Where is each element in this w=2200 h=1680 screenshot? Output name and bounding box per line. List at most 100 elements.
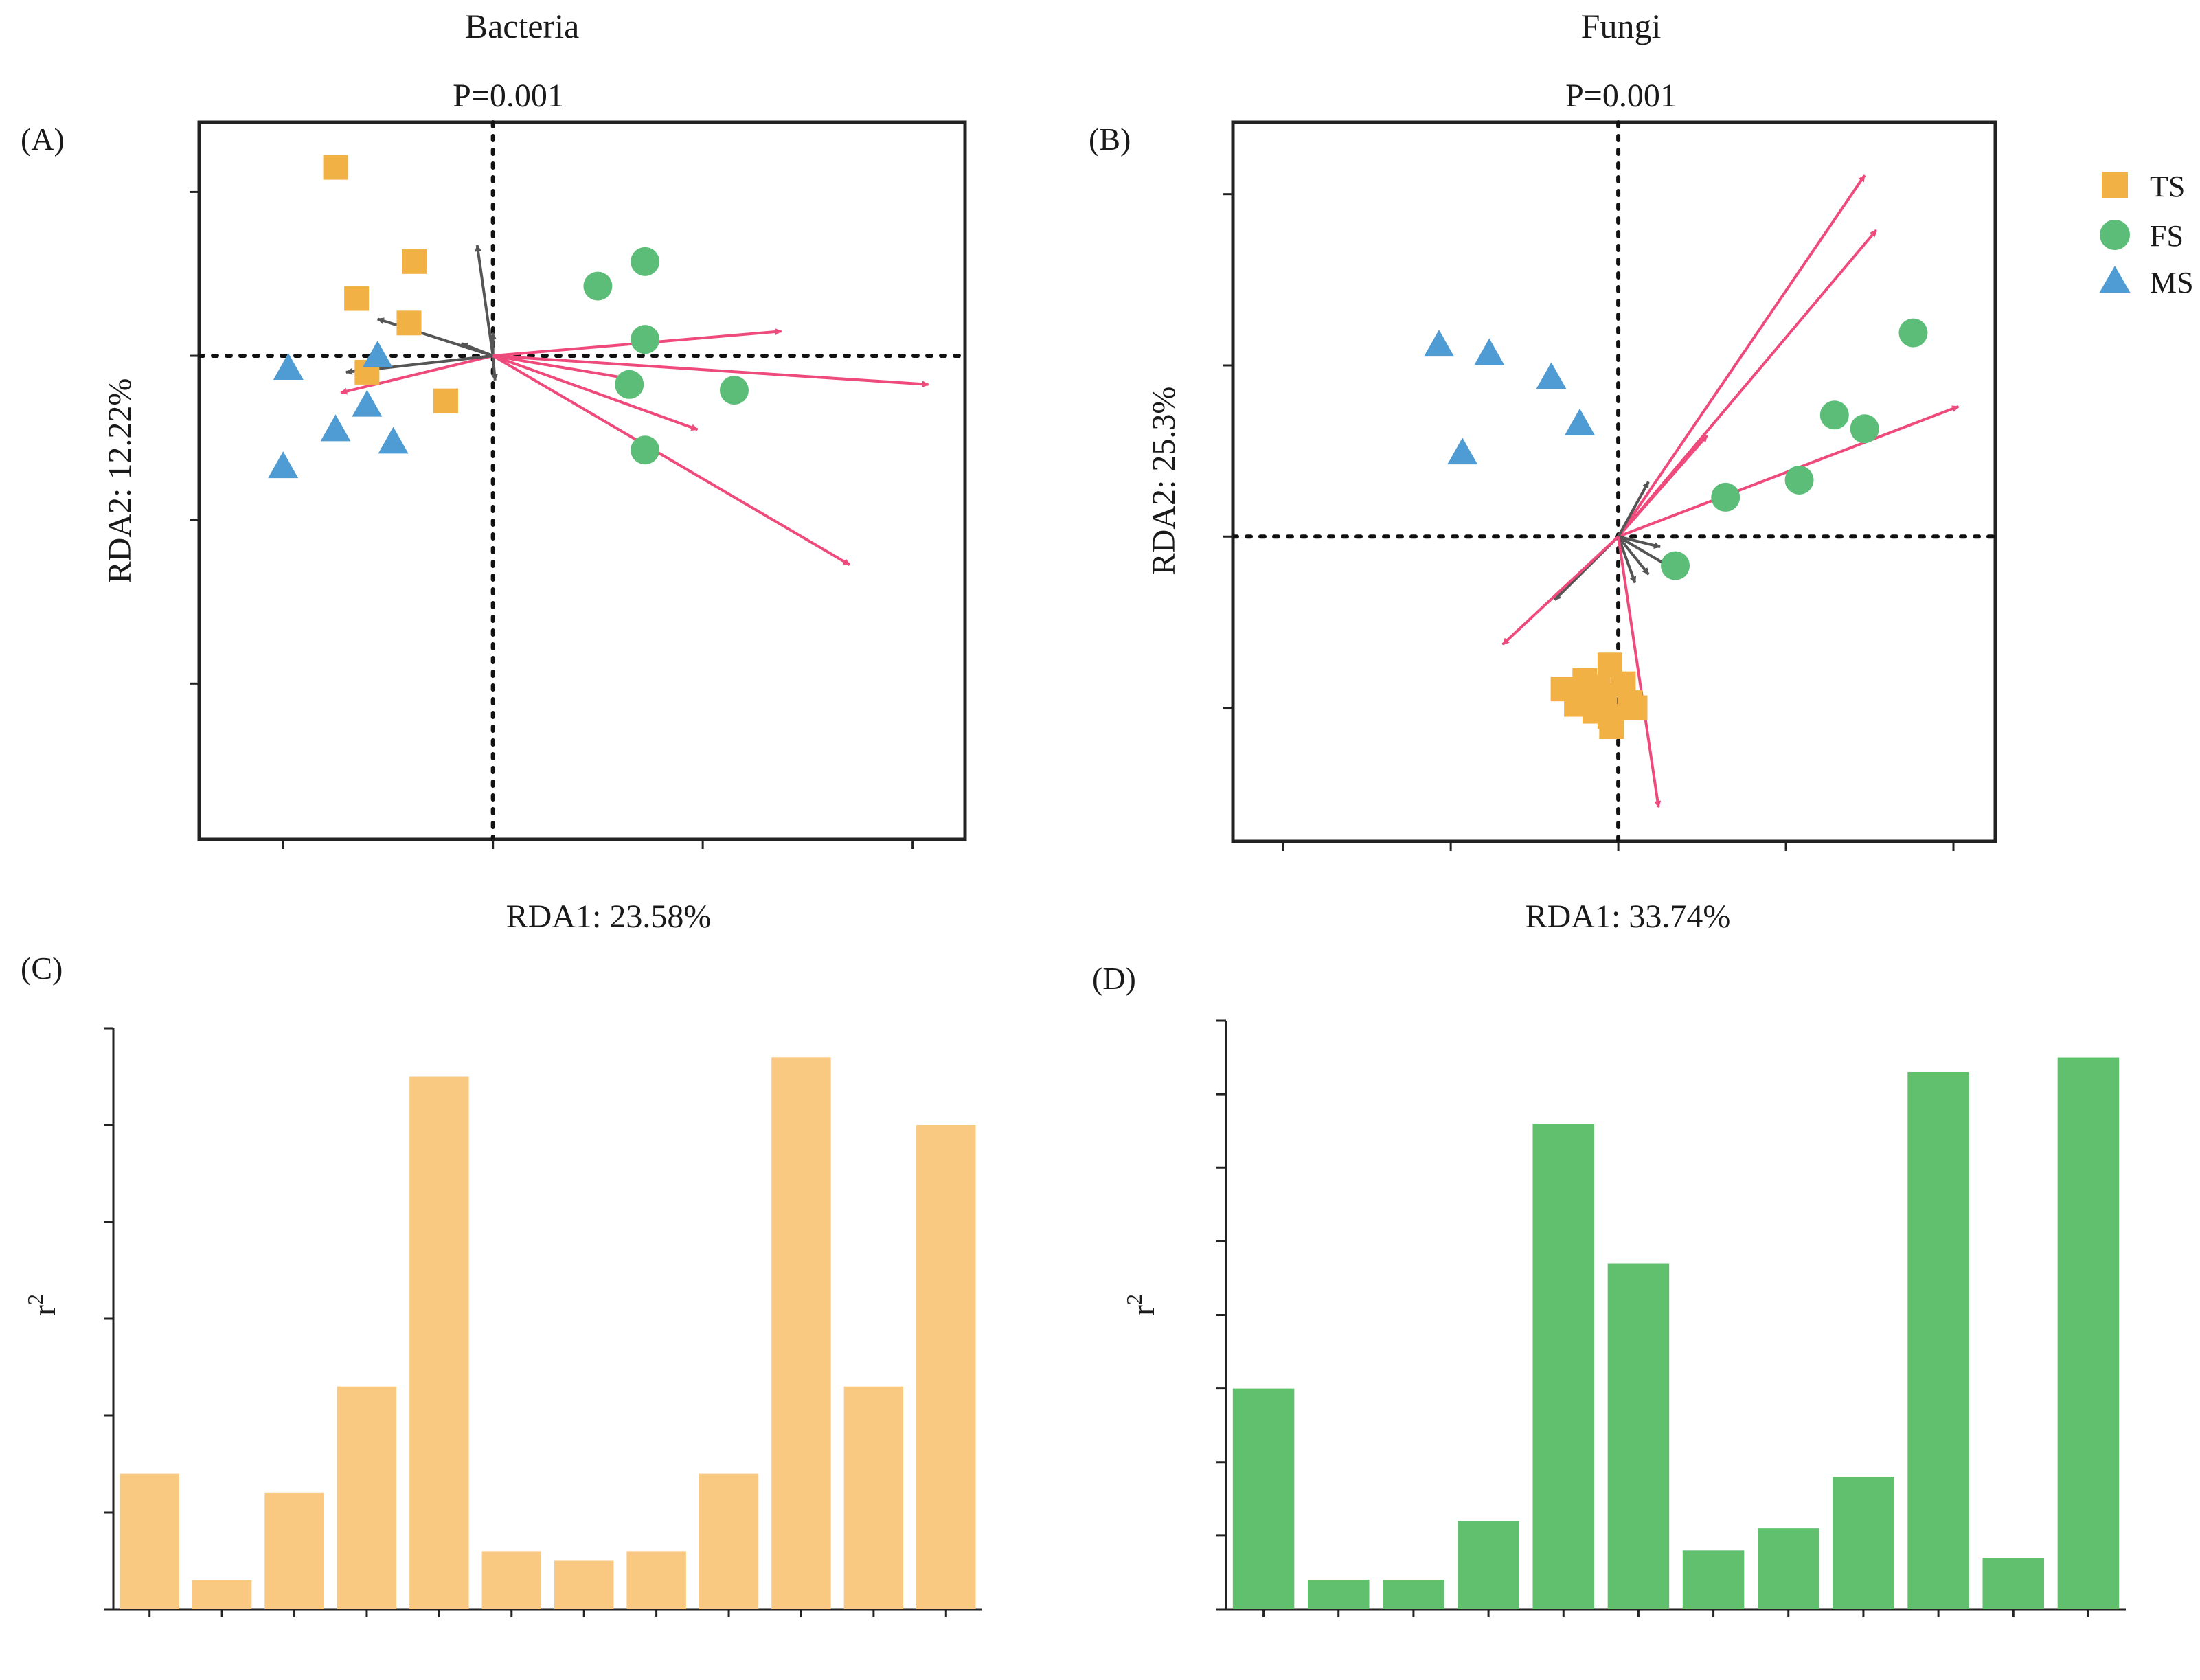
bar-ap [1682, 1550, 1745, 1609]
point-fs [631, 435, 660, 465]
point-fs [1819, 400, 1849, 430]
bar-tn [1383, 1580, 1444, 1609]
legend-fs-label: FS [2150, 219, 2184, 253]
bar-mg [2057, 1057, 2120, 1609]
panel-a-bacteria-rda: Bacteria P=0.001 (A) RDA1: 23.58% RDA2: … [21, 7, 967, 935]
point-ms [352, 389, 383, 417]
panel-b-frame [1231, 120, 1997, 843]
bar-tp [337, 1386, 397, 1609]
bar-zn [1982, 1558, 2045, 1609]
panel-b-pvalue: P=0.001 [1565, 78, 1677, 114]
rda-arrow-tn [1618, 535, 1662, 549]
point-ms [320, 414, 351, 442]
bar-ak [481, 1551, 542, 1609]
legend-ts-marker [2102, 172, 2128, 198]
point-fs [1711, 482, 1740, 512]
point-ms [1424, 330, 1455, 357]
panel-d-ylabel: r2 [1122, 1294, 1161, 1316]
panel-b-xlabel: RDA1: 33.74% [1526, 898, 1731, 935]
bar-an [626, 1551, 686, 1609]
bar-fluoride [699, 1473, 759, 1609]
bar-tn [843, 1386, 904, 1609]
panel-c-bacteria-r2-bars: (C) r2 [21, 951, 982, 1617]
bar-mg [916, 1125, 976, 1609]
point-ms [362, 341, 393, 368]
point-ts [396, 310, 422, 336]
bar-cec [771, 1057, 831, 1609]
panel-a-frame [197, 120, 967, 841]
legend: TS FS MS [2099, 170, 2194, 299]
point-ts [433, 388, 458, 413]
rda-arrow-ap [1617, 536, 1650, 576]
panel-b-title: Fungi [1581, 7, 1662, 45]
point-ts [1622, 695, 1648, 720]
rda-arrow-mg [1617, 229, 1878, 538]
rda-arrow-zn [492, 354, 641, 383]
point-ts [323, 155, 348, 180]
panel-a-ylabel: RDA2: 12.22% [102, 378, 138, 584]
panel-c-ylabel: r2 [23, 1294, 63, 1316]
point-ts [344, 286, 370, 311]
bar-ap [554, 1560, 614, 1609]
panel-c-label: (C) [21, 951, 63, 986]
bar-ak [1607, 1263, 1670, 1609]
panel-b-fungi-rda: Fungi P=0.001 (B) RDA1: 33.74% RDA2: 25.… [1089, 7, 1997, 935]
rda-arrow-tp [340, 354, 494, 395]
rda-arrow-om [1617, 536, 1637, 584]
point-ms [268, 451, 299, 479]
panel-a-title: Bacteria [465, 7, 580, 45]
bar-tn [264, 1492, 324, 1609]
legend-ts-label: TS [2150, 170, 2185, 203]
point-ms [273, 352, 304, 380]
bar-fluoride [1833, 1477, 1894, 1609]
bar-tk [409, 1076, 469, 1609]
rda-arrow-fluoride [492, 354, 699, 431]
panel-b-ylabel: RDA2: 25.3% [1146, 387, 1182, 576]
point-ms [1474, 338, 1505, 365]
rda-arrow-tk [1617, 174, 1866, 538]
panel-c-ylabel-sup: 2 [23, 1294, 47, 1305]
panel-c-ylabel-r: r [26, 1305, 63, 1316]
point-fs [1784, 466, 1814, 495]
legend-fs-marker [2100, 220, 2130, 250]
point-ts [402, 249, 427, 274]
point-fs [1661, 551, 1690, 580]
rda-arrow-mg [492, 354, 929, 388]
rda-arrow-tn [475, 244, 495, 356]
point-ms [1564, 408, 1595, 435]
bar-an [1757, 1528, 1819, 1609]
point-fs [1850, 414, 1879, 444]
rda-arrow-ph [1501, 535, 1620, 646]
point-ms [1536, 362, 1567, 389]
panel-d-label: (D) [1092, 961, 1136, 996]
bar-tk [1532, 1123, 1595, 1609]
rda-arrow-fluoride [1617, 434, 1708, 538]
point-ms [1447, 438, 1478, 465]
point-fs [719, 376, 749, 405]
point-fs [631, 247, 660, 276]
panel-a-xlabel: RDA1: 23.58% [506, 898, 712, 935]
point-fs [1898, 318, 1928, 348]
point-fs [631, 325, 660, 354]
panel-d-ylabel-sup: 2 [1122, 1294, 1146, 1305]
panel-b-label: (B) [1089, 122, 1131, 157]
rda-arrow-om [460, 342, 494, 357]
rda-arrow-tk [492, 354, 850, 567]
rda-arrow-ap [490, 355, 498, 381]
rda-arrow-ak [1617, 536, 1662, 808]
point-ms [378, 427, 409, 454]
bar-om [192, 1580, 252, 1609]
panel-d-fungi-r2-bars: (D) r2 [1092, 961, 2126, 1617]
bar-tp [1458, 1521, 1519, 1609]
rda-arrow-zn [1617, 481, 1650, 538]
bar-om [1307, 1580, 1370, 1609]
point-fs [615, 370, 644, 399]
panel-a-label: (A) [21, 122, 65, 157]
point-fs [583, 271, 613, 301]
bar-cec [1907, 1071, 1969, 1609]
point-ts [1599, 714, 1624, 739]
legend-ms-label: MS [2150, 266, 2194, 299]
panel-a-pvalue: P=0.001 [453, 78, 564, 114]
panel-d-ylabel-r: r [1125, 1305, 1161, 1316]
